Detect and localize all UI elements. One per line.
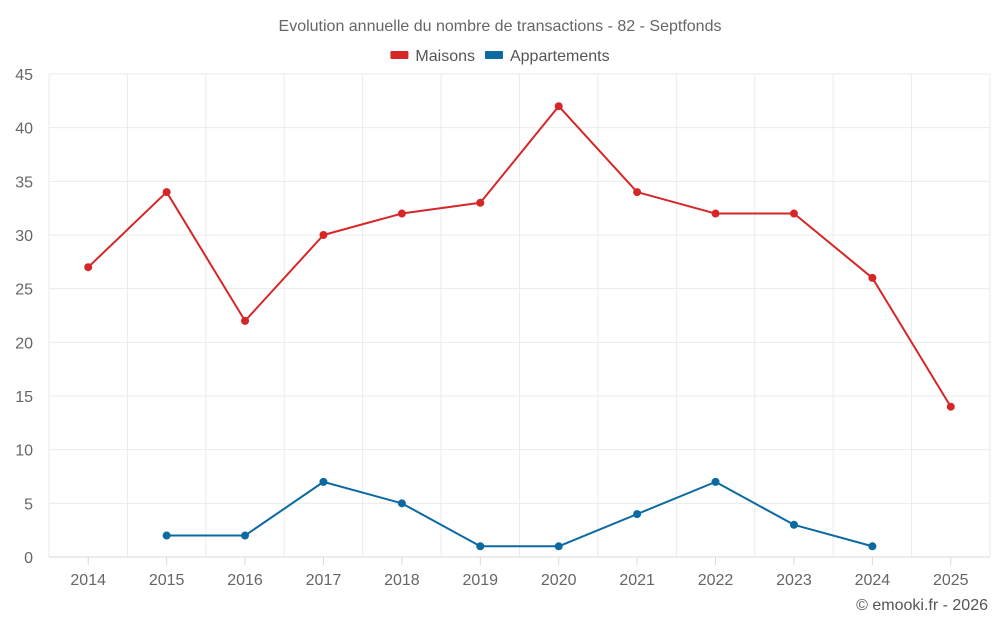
data-point-maisons bbox=[476, 198, 485, 207]
x-tick-label: 2020 bbox=[541, 572, 577, 589]
legend-swatch-maisons bbox=[390, 51, 409, 59]
y-tick-label: 15 bbox=[15, 389, 33, 406]
data-point-appartements bbox=[554, 542, 563, 551]
y-tick-label: 40 bbox=[15, 121, 33, 138]
x-tick-label: 2019 bbox=[462, 572, 498, 589]
y-tick-label: 30 bbox=[15, 228, 33, 245]
data-point-maisons bbox=[633, 188, 642, 197]
grid bbox=[48, 73, 991, 557]
series-appartements bbox=[162, 477, 877, 551]
data-point-appartements bbox=[789, 520, 798, 529]
data-point-appartements bbox=[868, 542, 877, 551]
chart-title: Evolution annuelle du nombre de transact… bbox=[279, 18, 722, 35]
legend-item-appartements[interactable]: Appartements bbox=[484, 48, 610, 65]
x-tick-label: 2015 bbox=[149, 572, 185, 589]
data-point-maisons bbox=[84, 263, 93, 272]
data-point-maisons bbox=[162, 188, 171, 197]
data-point-maisons bbox=[319, 231, 328, 239]
legend-label-maisons: Maisons bbox=[415, 48, 475, 65]
legend-item-maisons[interactable]: Maisons bbox=[390, 48, 475, 65]
data-point-maisons bbox=[397, 209, 406, 218]
legend-swatch-appartements bbox=[484, 51, 503, 59]
x-tick-label: 2022 bbox=[698, 572, 734, 589]
data-point-appartements bbox=[476, 542, 485, 551]
y-axis: 0 5 10 15 20 25 30 35 40 45 bbox=[15, 67, 33, 567]
data-point-maisons bbox=[241, 316, 250, 325]
x-tick-label: 2016 bbox=[227, 572, 263, 589]
data-point-appartements bbox=[397, 499, 406, 508]
data-point-maisons bbox=[554, 102, 563, 111]
legend[interactable]: Maisons Appartements bbox=[390, 48, 610, 65]
series-layer bbox=[84, 102, 955, 551]
data-point-maisons bbox=[868, 273, 877, 282]
y-tick-label: 0 bbox=[24, 550, 33, 567]
y-tick-label: 25 bbox=[15, 282, 33, 299]
x-tick-label: 2023 bbox=[776, 572, 812, 589]
x-tick-label: 2021 bbox=[619, 572, 655, 589]
y-tick-label: 45 bbox=[15, 67, 33, 84]
data-point-appartements bbox=[319, 477, 328, 486]
x-axis: 2014 2015 2016 2017 2018 2019 2020 2021 2022 2023… bbox=[49, 556, 990, 589]
data-point-maisons bbox=[946, 402, 955, 411]
series-line-maisons bbox=[87, 105, 952, 408]
data-point-appartements bbox=[162, 531, 171, 540]
y-tick-label: 5 bbox=[24, 496, 33, 513]
data-point-maisons bbox=[789, 209, 798, 218]
x-tick-label: 2017 bbox=[306, 572, 342, 589]
series-maisons bbox=[84, 102, 955, 411]
data-point-appartements bbox=[241, 531, 250, 540]
x-tick-label: 2025 bbox=[933, 572, 969, 589]
y-tick-label: 20 bbox=[15, 335, 33, 352]
x-tick-label: 2014 bbox=[70, 572, 106, 589]
series-line-appartements bbox=[165, 480, 874, 548]
x-tick-label: 2024 bbox=[855, 572, 891, 589]
credit-text: © emooki.fr - 2026 bbox=[856, 597, 988, 614]
x-tick-label: 2018 bbox=[384, 572, 420, 589]
data-point-appartements bbox=[711, 477, 720, 486]
y-tick-label: 10 bbox=[15, 443, 33, 460]
legend-label-appartements: Appartements bbox=[510, 48, 610, 65]
data-point-appartements bbox=[633, 510, 642, 519]
y-tick-label: 35 bbox=[15, 174, 33, 191]
data-point-maisons bbox=[711, 209, 720, 218]
